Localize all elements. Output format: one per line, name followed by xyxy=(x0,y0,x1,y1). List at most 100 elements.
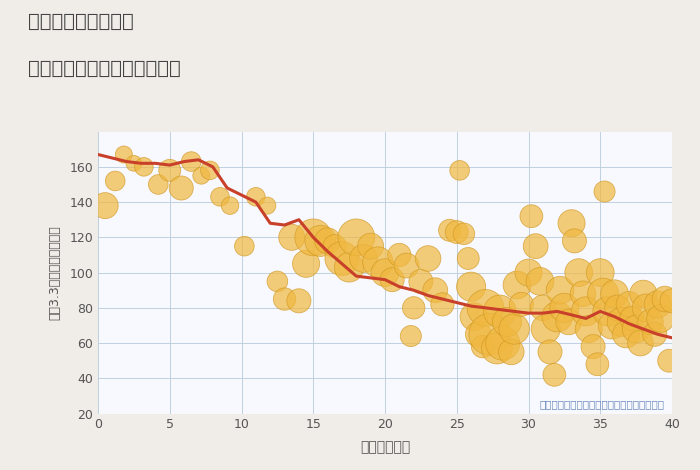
Point xyxy=(444,227,455,234)
Point xyxy=(262,202,273,210)
Text: 築年数別中古マンション価格: 築年数別中古マンション価格 xyxy=(28,59,181,78)
Point xyxy=(315,237,326,244)
Point xyxy=(386,276,398,283)
Point xyxy=(358,255,369,262)
Point xyxy=(566,219,578,227)
Point xyxy=(569,237,580,244)
Point xyxy=(659,295,671,303)
Point xyxy=(505,348,517,356)
Point xyxy=(430,286,441,294)
Point xyxy=(534,278,545,285)
Point xyxy=(516,301,527,308)
Point xyxy=(509,325,520,333)
Point xyxy=(337,255,348,262)
X-axis label: 築年数（年）: 築年数（年） xyxy=(360,440,410,454)
Point xyxy=(408,304,419,312)
Point xyxy=(308,234,319,241)
Point xyxy=(279,295,290,303)
Point xyxy=(454,167,466,174)
Point xyxy=(587,343,598,351)
Point xyxy=(538,304,549,312)
Point xyxy=(554,286,566,294)
Point xyxy=(599,188,610,196)
Point xyxy=(640,304,652,312)
Point xyxy=(497,339,508,347)
Point xyxy=(580,307,592,315)
Point xyxy=(473,330,484,338)
Point xyxy=(239,243,250,250)
Point xyxy=(526,212,537,220)
Point xyxy=(635,339,646,347)
Point xyxy=(293,297,304,305)
Point xyxy=(458,230,470,237)
Point xyxy=(624,301,635,308)
Point xyxy=(477,343,488,351)
Point xyxy=(652,301,664,308)
Point xyxy=(592,360,603,368)
Point xyxy=(494,307,505,315)
Point xyxy=(393,251,405,258)
Point xyxy=(128,159,139,167)
Point xyxy=(620,330,631,338)
Point xyxy=(638,290,649,298)
Point xyxy=(540,325,552,333)
Point xyxy=(549,371,560,379)
Point xyxy=(606,321,617,329)
Point xyxy=(512,281,523,289)
Point xyxy=(300,260,312,267)
Point xyxy=(480,304,491,312)
Point xyxy=(437,301,448,308)
Point xyxy=(452,228,463,236)
Point xyxy=(99,202,111,210)
Point xyxy=(322,237,333,244)
Point xyxy=(616,318,627,326)
Point xyxy=(379,269,391,276)
Point xyxy=(666,297,678,305)
Point xyxy=(118,151,130,158)
Point xyxy=(139,163,150,171)
Point xyxy=(153,181,164,188)
Point xyxy=(501,318,512,326)
Point xyxy=(645,318,656,326)
Point xyxy=(552,313,563,321)
Point xyxy=(401,262,412,269)
Point xyxy=(372,258,384,266)
Point xyxy=(466,283,477,290)
Point xyxy=(626,315,638,322)
Point xyxy=(351,234,362,241)
Point xyxy=(573,269,584,276)
Text: 神奈川県十日市場駅: 神奈川県十日市場駅 xyxy=(28,12,134,31)
Point xyxy=(176,184,187,192)
Point xyxy=(329,243,340,250)
Point xyxy=(405,332,416,340)
Point xyxy=(204,167,216,174)
Point xyxy=(468,313,480,321)
Point xyxy=(272,278,283,285)
Point xyxy=(214,193,225,201)
Point xyxy=(583,325,594,333)
Point xyxy=(563,318,574,326)
Point xyxy=(423,255,434,262)
Point xyxy=(578,290,589,298)
Point xyxy=(286,234,297,241)
Point xyxy=(631,325,642,333)
Point xyxy=(415,278,426,285)
Point xyxy=(655,315,666,322)
Point xyxy=(602,307,613,315)
Point xyxy=(344,264,355,271)
Point xyxy=(251,193,262,201)
Point xyxy=(110,177,121,185)
Point xyxy=(598,290,609,298)
Point xyxy=(595,269,606,276)
Point xyxy=(225,202,236,210)
Point xyxy=(186,158,197,165)
Point xyxy=(484,330,496,338)
Point xyxy=(365,243,377,250)
Point xyxy=(523,269,534,276)
Point xyxy=(609,290,620,298)
Point xyxy=(196,172,207,180)
Point xyxy=(664,357,675,365)
Point xyxy=(649,330,660,338)
Y-axis label: 坪（3.3㎡）単価（万円）: 坪（3.3㎡）単価（万円） xyxy=(48,225,61,320)
Point xyxy=(164,167,175,174)
